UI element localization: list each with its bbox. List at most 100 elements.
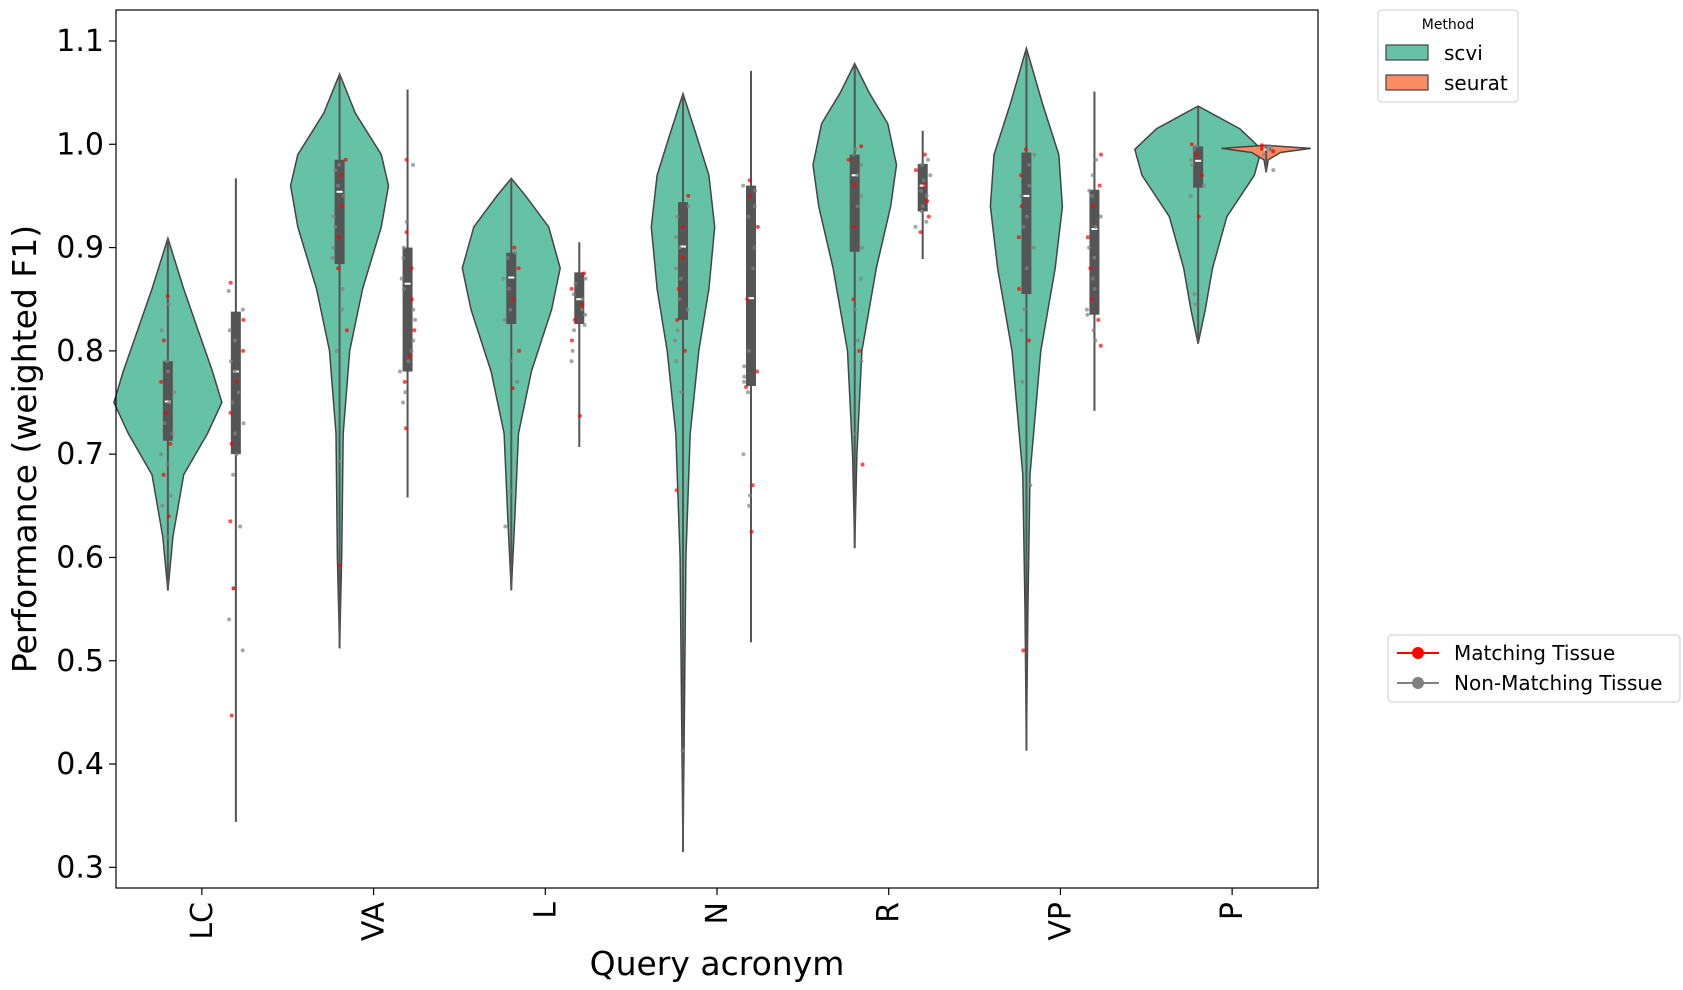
point-scvi-N: [673, 235, 678, 240]
point-scvi-LC: [168, 441, 173, 446]
legend-tissue-frame: [1387, 634, 1681, 703]
point-seurat-N: [752, 245, 757, 250]
point-scvi-N: [677, 245, 682, 250]
x-tick-label: P: [1215, 902, 1250, 920]
point-seurat-L: [569, 286, 574, 291]
point-scvi-L: [512, 245, 517, 250]
y-tick-label: 0.5: [56, 644, 104, 679]
point-seurat-LC: [241, 421, 246, 426]
point-scvi-VP: [1024, 214, 1029, 219]
point-seurat-VP: [1090, 276, 1095, 281]
point-seurat-R: [926, 214, 931, 219]
legend-method: Method scvi seurat: [1377, 9, 1519, 103]
point-seurat-VA: [411, 307, 416, 312]
legend-tissue-label-1: Non-Matching Tissue: [1454, 671, 1662, 695]
point-scvi-P: [1193, 302, 1198, 307]
y-tick-label: 0.9: [56, 231, 104, 266]
point-scvi-L: [513, 250, 518, 255]
point-scvi-VP: [1017, 286, 1021, 291]
point-seurat-R: [919, 188, 923, 193]
point-scvi-VP: [1019, 193, 1024, 198]
point-scvi-VA: [333, 224, 338, 229]
point-seurat-VP: [1098, 343, 1103, 348]
box-seurat-L: [574, 272, 585, 325]
box-seurat-N: [746, 185, 756, 386]
point-seurat-VP: [1085, 312, 1090, 317]
point-seurat-VA: [409, 348, 414, 353]
point-seurat-P: [1262, 152, 1267, 157]
point-scvi-LC: [164, 359, 169, 364]
point-seurat-L: [579, 307, 584, 312]
point-seurat-LC: [231, 472, 236, 477]
point-scvi-VA: [334, 348, 339, 353]
point-scvi-VA: [331, 245, 335, 250]
point-seurat-N: [755, 369, 760, 374]
point-seurat-LC: [232, 369, 237, 374]
point-scvi-L: [508, 489, 513, 494]
point-scvi-R: [852, 183, 857, 188]
point-seurat-L: [577, 413, 582, 418]
point-scvi-LC: [165, 462, 170, 467]
point-scvi-L: [503, 524, 508, 529]
point-seurat-N: [747, 503, 751, 508]
point-scvi-N: [686, 193, 691, 198]
point-seurat-R: [926, 157, 930, 162]
point-seurat-VA: [399, 276, 404, 281]
point-seurat-VP: [1093, 338, 1098, 343]
point-seurat-R: [924, 219, 929, 224]
point-scvi-R: [857, 348, 862, 353]
point-scvi-VA: [340, 286, 345, 291]
violins-layer: [113, 45, 1311, 852]
points-layer: [159, 142, 1276, 753]
point-scvi-LC: [166, 302, 171, 307]
point-seurat-LC: [226, 289, 231, 293]
point-seurat-L: [572, 328, 576, 333]
point-scvi-R: [859, 144, 864, 149]
box-seurat-VA: [402, 247, 413, 372]
point-scvi-P: [1194, 152, 1199, 157]
point-seurat-VA: [398, 369, 402, 374]
point-scvi-LC: [166, 369, 170, 374]
point-seurat-VA: [402, 379, 407, 384]
plot-frame: [115, 9, 1319, 889]
x-tick-label: R: [872, 902, 907, 923]
box-scvi-VA: [334, 159, 345, 265]
point-scvi-LC: [166, 514, 171, 519]
point-seurat-VP: [1089, 297, 1094, 302]
point-seurat-VA: [401, 255, 406, 260]
point-scvi-LC: [168, 493, 173, 498]
point-seurat-VP: [1090, 173, 1095, 178]
point-scvi-VP: [1021, 224, 1026, 229]
point-scvi-LC: [171, 390, 176, 395]
box-seurat-R: [917, 163, 928, 212]
point-scvi-P: [1192, 292, 1197, 297]
point-seurat-N: [745, 297, 750, 302]
point-seurat-P: [1271, 149, 1276, 154]
box-scvi-R: [849, 154, 860, 252]
point-scvi-VP: [1016, 235, 1021, 240]
point-scvi-L: [510, 386, 515, 391]
point-seurat-N: [748, 493, 752, 498]
point-seurat-L: [583, 276, 588, 281]
point-seurat-VP: [1092, 286, 1097, 291]
point-seurat-N: [753, 188, 758, 193]
y-tick-label: 0.3: [56, 850, 104, 885]
boxes-layer: [162, 48, 1272, 852]
point-seurat-LC: [227, 617, 232, 622]
point-scvi-LC: [165, 294, 170, 299]
point-scvi-VA: [340, 204, 344, 209]
point-scvi-L: [507, 286, 511, 291]
point-scvi-N: [683, 348, 687, 353]
point-scvi-R: [855, 173, 860, 178]
point-seurat-VA: [411, 338, 416, 343]
point-scvi-VA: [336, 459, 341, 464]
point-seurat-LC: [241, 317, 246, 322]
point-seurat-VA: [406, 359, 411, 364]
point-scvi-R: [851, 297, 856, 302]
point-scvi-P: [1189, 142, 1194, 147]
point-seurat-VP: [1084, 307, 1089, 312]
point-seurat-R: [922, 152, 927, 157]
point-scvi-N: [679, 390, 684, 395]
point-seurat-VP: [1094, 157, 1098, 162]
point-scvi-LC: [160, 503, 165, 508]
